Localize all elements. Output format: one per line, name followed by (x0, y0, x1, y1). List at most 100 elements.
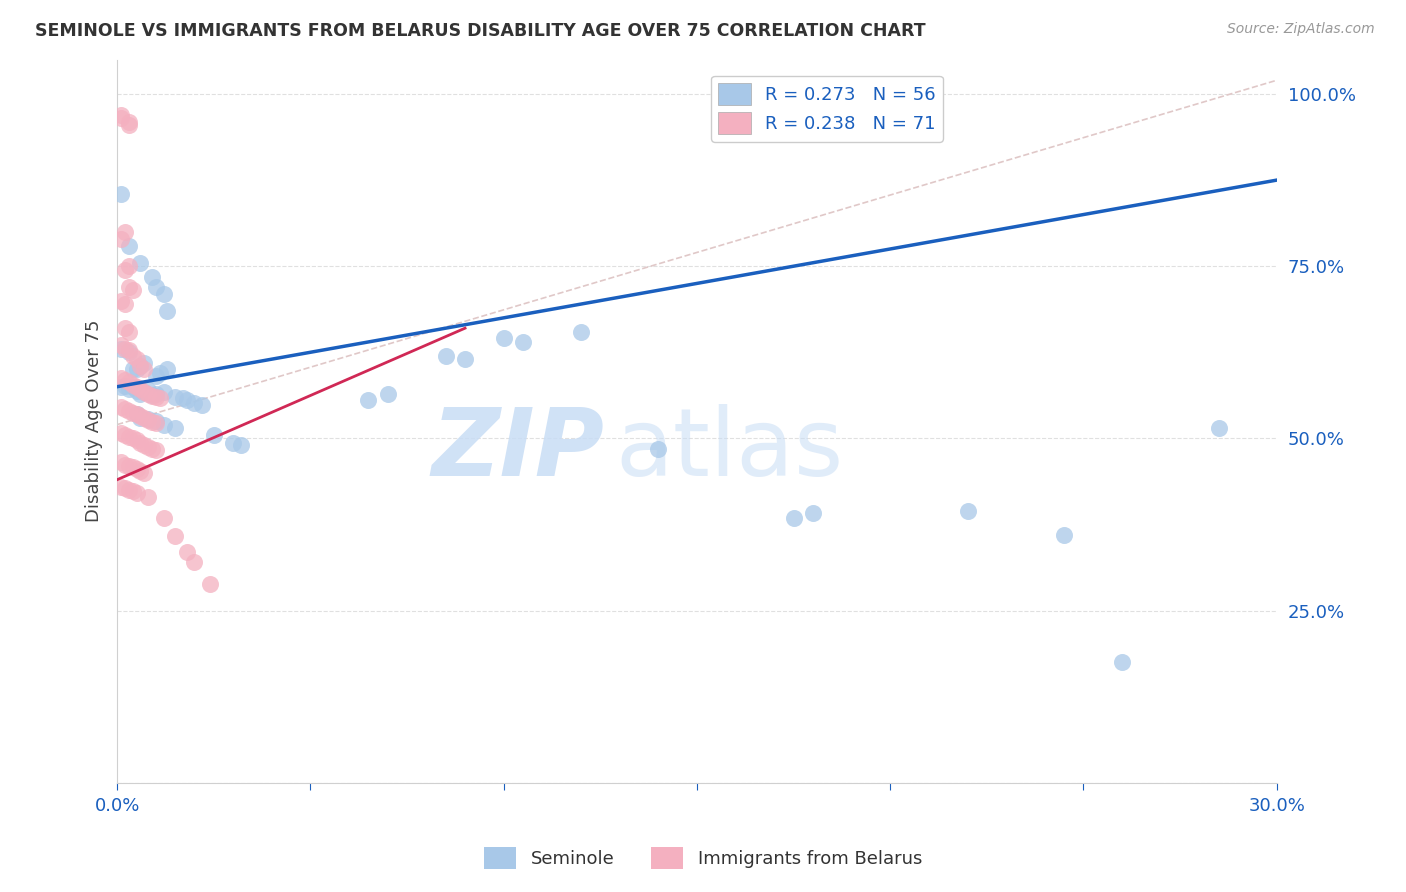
Point (569, 325, 592, 339)
Point (956, 503, 979, 517)
Point (145, 416, 167, 430)
Point (172, 392, 194, 406)
Point (121, 484, 143, 499)
Point (129, 409, 152, 424)
Point (512, 334, 534, 349)
Point (136, 386, 159, 401)
Point (118, 430, 141, 444)
Point (114, 342, 136, 356)
Point (141, 269, 163, 284)
Point (176, 393, 198, 408)
Point (114, 262, 136, 277)
Point (118, 118, 141, 132)
Point (121, 380, 143, 394)
Point (492, 331, 515, 345)
Point (782, 510, 804, 524)
Text: Source: ZipAtlas.com: Source: ZipAtlas.com (1227, 22, 1375, 37)
Point (136, 412, 159, 426)
Point (121, 406, 143, 420)
Point (118, 280, 141, 294)
Point (145, 386, 167, 401)
Point (165, 390, 187, 404)
Point (191, 398, 214, 412)
Point (114, 373, 136, 387)
Point (357, 393, 380, 408)
Point (145, 390, 167, 404)
Point (125, 407, 148, 421)
Point (136, 413, 159, 427)
Point (114, 402, 136, 417)
Point (136, 490, 159, 504)
Point (222, 436, 245, 450)
Point (118, 238, 141, 252)
Point (114, 321, 136, 335)
Point (141, 442, 163, 456)
Point (125, 486, 148, 500)
Point (152, 510, 174, 524)
Point (165, 529, 187, 543)
Point (198, 577, 221, 591)
Point (118, 382, 141, 396)
Point (1208, 421, 1230, 435)
Point (125, 462, 148, 476)
Point (129, 386, 152, 401)
Point (377, 386, 399, 401)
Point (125, 434, 148, 448)
Point (110, 186, 132, 201)
Point (134, 362, 156, 376)
Point (110, 425, 132, 440)
Point (129, 436, 152, 450)
Legend: Seminole, Immigrants from Belarus: Seminole, Immigrants from Belarus (477, 839, 929, 876)
Point (118, 343, 141, 358)
Point (145, 280, 167, 294)
Point (114, 428, 136, 442)
Point (136, 440, 159, 454)
Point (801, 506, 824, 520)
Point (110, 111, 132, 125)
Point (110, 401, 132, 415)
Text: SEMINOLE VS IMMIGRANTS FROM BELARUS DISABILITY AGE OVER 75 CORRELATION CHART: SEMINOLE VS IMMIGRANTS FROM BELARUS DISA… (35, 22, 925, 40)
Point (118, 114, 141, 128)
Point (647, 442, 669, 456)
Text: ZIP: ZIP (432, 404, 605, 496)
Point (118, 483, 141, 497)
Point (134, 411, 156, 425)
Point (114, 225, 136, 239)
Point (165, 421, 187, 435)
Point (156, 362, 179, 376)
Point (156, 304, 179, 318)
Point (141, 415, 163, 429)
Point (110, 479, 132, 493)
Point (121, 349, 143, 363)
Point (134, 384, 156, 399)
Legend: R = 0.273   N = 56, R = 0.238   N = 71: R = 0.273 N = 56, R = 0.238 N = 71 (711, 76, 943, 142)
Point (145, 414, 167, 428)
Point (118, 458, 141, 473)
Point (110, 455, 132, 469)
Point (129, 410, 152, 425)
Point (134, 437, 156, 451)
Point (114, 379, 136, 393)
Point (141, 389, 163, 403)
Point (114, 458, 136, 472)
Point (434, 349, 457, 363)
Point (1053, 528, 1076, 542)
Point (118, 259, 141, 273)
Point (110, 293, 132, 308)
Point (145, 369, 167, 384)
Point (110, 338, 132, 352)
Point (176, 545, 198, 559)
Point (121, 431, 143, 445)
Point (114, 297, 136, 311)
Point (125, 407, 148, 421)
Point (110, 108, 132, 122)
Point (125, 362, 148, 376)
Point (110, 232, 132, 246)
Point (110, 342, 132, 356)
Point (152, 417, 174, 432)
Point (229, 438, 252, 452)
Point (183, 555, 205, 569)
Point (134, 384, 156, 399)
Point (129, 464, 152, 478)
Point (145, 443, 167, 458)
